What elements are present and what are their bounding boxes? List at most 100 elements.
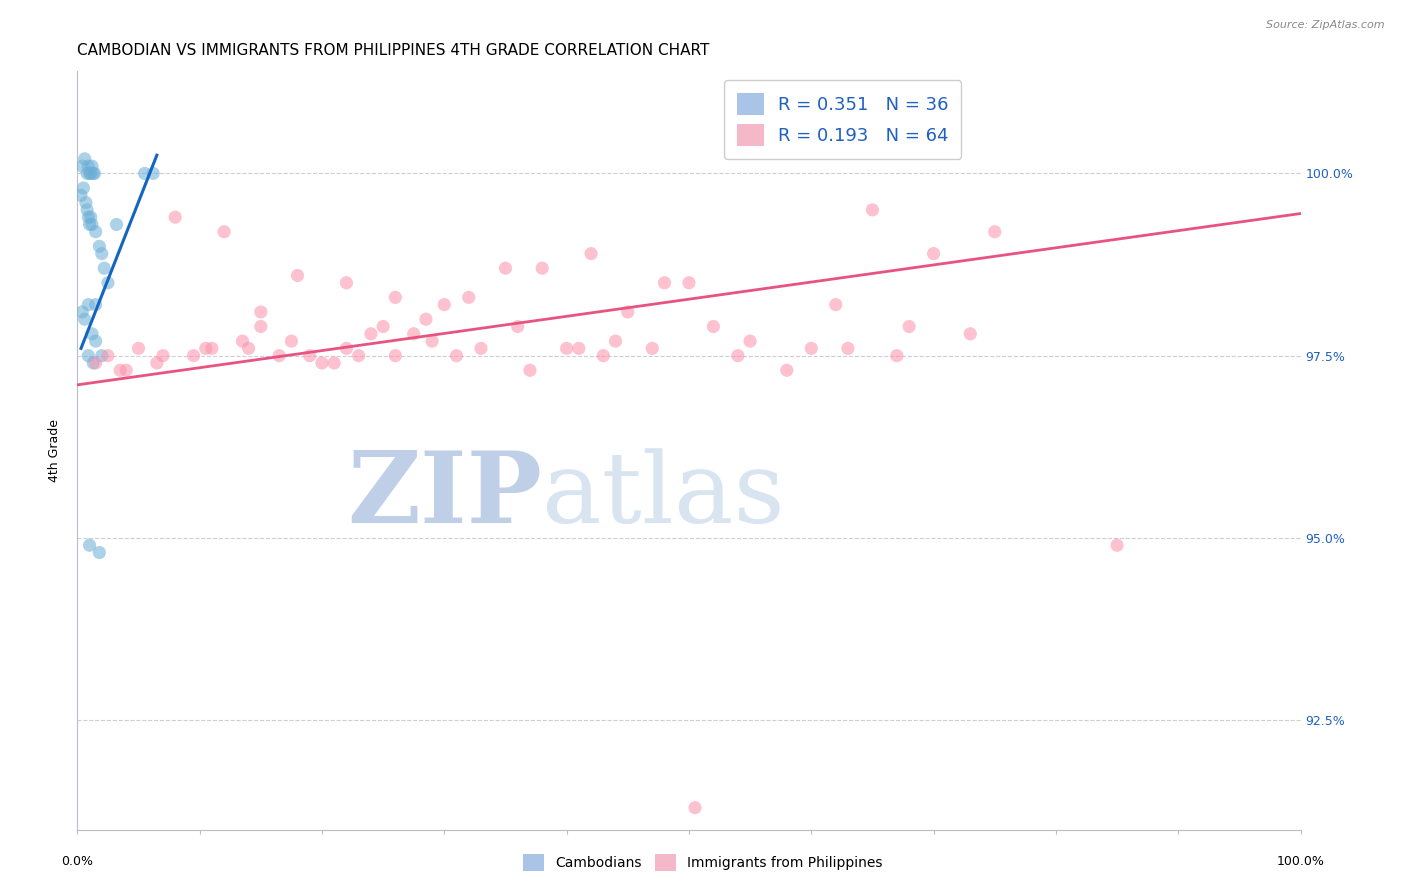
Point — [84, 298, 107, 312]
Point — [194, 342, 217, 356]
Point — [555, 342, 578, 356]
Point — [446, 349, 468, 363]
Legend: Cambodians, Immigrants from Philippines: Cambodians, Immigrants from Philippines — [517, 848, 889, 876]
Legend: R = 0.351   N = 36, R = 0.193   N = 64: R = 0.351 N = 36, R = 0.193 N = 64 — [724, 80, 962, 159]
Point — [641, 342, 664, 356]
Point — [90, 246, 112, 260]
Point — [165, 210, 187, 224]
Point — [415, 312, 437, 326]
Point — [531, 261, 554, 276]
Point — [568, 342, 591, 356]
Point — [654, 276, 676, 290]
Point — [80, 218, 103, 232]
Text: CAMBODIAN VS IMMIGRANTS FROM PHILIPPINES 4TH GRADE CORRELATION CHART: CAMBODIAN VS IMMIGRANTS FROM PHILIPPINES… — [77, 43, 710, 58]
Point — [898, 319, 921, 334]
Point — [93, 261, 115, 276]
Text: Source: ZipAtlas.com: Source: ZipAtlas.com — [1267, 20, 1385, 29]
Point — [152, 349, 174, 363]
Point — [702, 319, 724, 334]
Point — [115, 363, 138, 377]
Point — [84, 356, 107, 370]
Point — [617, 305, 640, 319]
Point — [250, 319, 273, 334]
Text: 100.0%: 100.0% — [1277, 855, 1324, 868]
Point — [127, 342, 149, 356]
Point — [922, 246, 945, 260]
Point — [97, 276, 120, 290]
Point — [678, 276, 700, 290]
Point — [519, 363, 541, 377]
Point — [592, 349, 614, 363]
Point — [72, 181, 94, 195]
Point — [323, 356, 346, 370]
Point — [579, 246, 602, 260]
Point — [82, 166, 104, 180]
Point — [238, 342, 260, 356]
Point — [837, 342, 859, 356]
Point — [105, 218, 128, 232]
Text: ZIP: ZIP — [347, 448, 543, 544]
Text: atlas: atlas — [543, 448, 785, 544]
Point — [231, 334, 253, 348]
Point — [384, 290, 406, 304]
Point — [371, 319, 394, 334]
Point — [886, 349, 908, 363]
Point — [470, 342, 492, 356]
Point — [90, 349, 112, 363]
Point — [73, 152, 96, 166]
Point — [335, 342, 357, 356]
Point — [77, 298, 100, 312]
Point — [420, 334, 443, 348]
Point — [360, 326, 382, 341]
Point — [201, 342, 224, 356]
Point — [83, 166, 105, 180]
Point — [146, 356, 169, 370]
Point — [76, 166, 98, 180]
Point — [402, 326, 425, 341]
Point — [79, 538, 101, 552]
Point — [77, 210, 100, 224]
Point — [79, 166, 101, 180]
Point — [495, 261, 517, 276]
Point — [457, 290, 479, 304]
Point — [75, 195, 97, 210]
Point — [311, 356, 333, 370]
Point — [77, 159, 100, 173]
Point — [269, 349, 291, 363]
Point — [84, 225, 107, 239]
Point — [89, 545, 111, 559]
Point — [89, 239, 111, 253]
Point — [433, 298, 456, 312]
Point — [183, 349, 205, 363]
Y-axis label: 4th Grade: 4th Grade — [48, 419, 62, 482]
Point — [776, 363, 799, 377]
Point — [70, 188, 93, 202]
Text: 0.0%: 0.0% — [62, 855, 93, 868]
Point — [347, 349, 370, 363]
Point — [800, 342, 823, 356]
Point — [506, 319, 529, 334]
Point — [70, 159, 93, 173]
Point — [959, 326, 981, 341]
Point — [384, 349, 406, 363]
Point — [80, 159, 103, 173]
Point — [70, 305, 93, 319]
Point — [335, 276, 357, 290]
Point — [727, 349, 749, 363]
Point — [212, 225, 235, 239]
Point — [298, 349, 321, 363]
Point — [76, 202, 98, 217]
Point — [1107, 538, 1129, 552]
Point — [108, 363, 131, 377]
Point — [77, 349, 100, 363]
Point — [84, 334, 107, 348]
Point — [740, 334, 762, 348]
Point — [280, 334, 302, 348]
Point — [824, 298, 846, 312]
Point — [250, 305, 273, 319]
Point — [984, 225, 1007, 239]
Point — [73, 312, 96, 326]
Point — [862, 202, 884, 217]
Point — [79, 218, 101, 232]
Point — [80, 166, 103, 180]
